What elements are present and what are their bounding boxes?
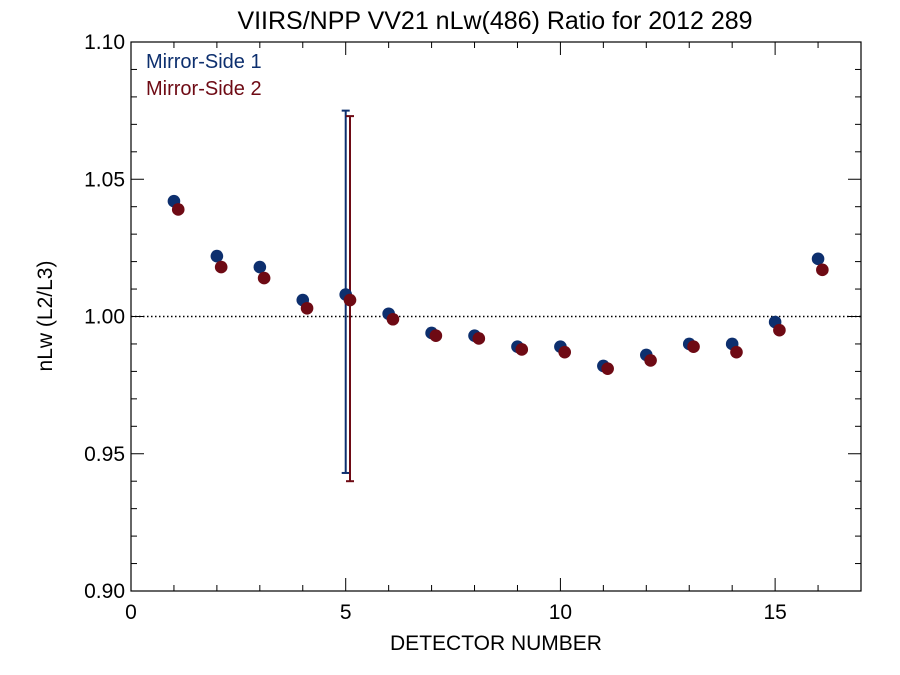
data-point-series-2: [343, 293, 357, 307]
data-point-series-2: [472, 332, 486, 345]
data-point-series-2: [558, 345, 572, 359]
x-tick-label: 0: [125, 601, 137, 624]
data-point-series-2: [386, 312, 400, 326]
legend: Mirror-Side 1 Mirror-Side 2: [146, 51, 262, 100]
data-point-series-2: [773, 323, 786, 337]
y-axis-label: nLw (L2/L3): [34, 261, 57, 372]
data-point-series-2: [300, 301, 314, 315]
data-point-series-2: [429, 329, 443, 343]
data-point-series-2: [214, 260, 228, 274]
data-point-series-2: [171, 203, 185, 216]
x-axis-label: DETECTOR NUMBER: [390, 632, 602, 655]
data-point-series-1: [811, 252, 825, 266]
chart-title: VIIRS/NPP VV21 nLw(486) Ratio for 2012 2…: [237, 7, 752, 35]
legend-label-mirror-side-1: Mirror-Side 1: [146, 51, 262, 73]
legend-label-mirror-side-2: Mirror-Side 2: [146, 78, 262, 100]
data-point-series-2: [601, 362, 614, 375]
data-points: [167, 194, 829, 375]
y-tick-label: 0.90: [84, 580, 125, 603]
axes: 0 5 10 15 0.90 0.95 1.00 1.05 1.10: [84, 31, 862, 624]
data-point-series-2: [515, 343, 529, 356]
y-tick-label: 1.00: [84, 306, 125, 329]
x-tick-label: 15: [763, 601, 786, 624]
x-tick-label: 10: [549, 601, 572, 624]
data-point-series-2: [257, 271, 271, 285]
data-point-series-2: [687, 340, 700, 353]
data-point-series-2: [816, 263, 829, 277]
data-point-series-2: [730, 345, 743, 359]
data-point-series-1: [210, 249, 224, 263]
y-tick-label: 1.05: [84, 168, 125, 191]
y-tick-label: 1.10: [84, 31, 125, 54]
data-point-series-2: [644, 354, 657, 367]
x-tick-label: 5: [340, 601, 352, 624]
data-point-series-1: [253, 260, 267, 274]
y-tick-label: 0.95: [84, 443, 125, 466]
